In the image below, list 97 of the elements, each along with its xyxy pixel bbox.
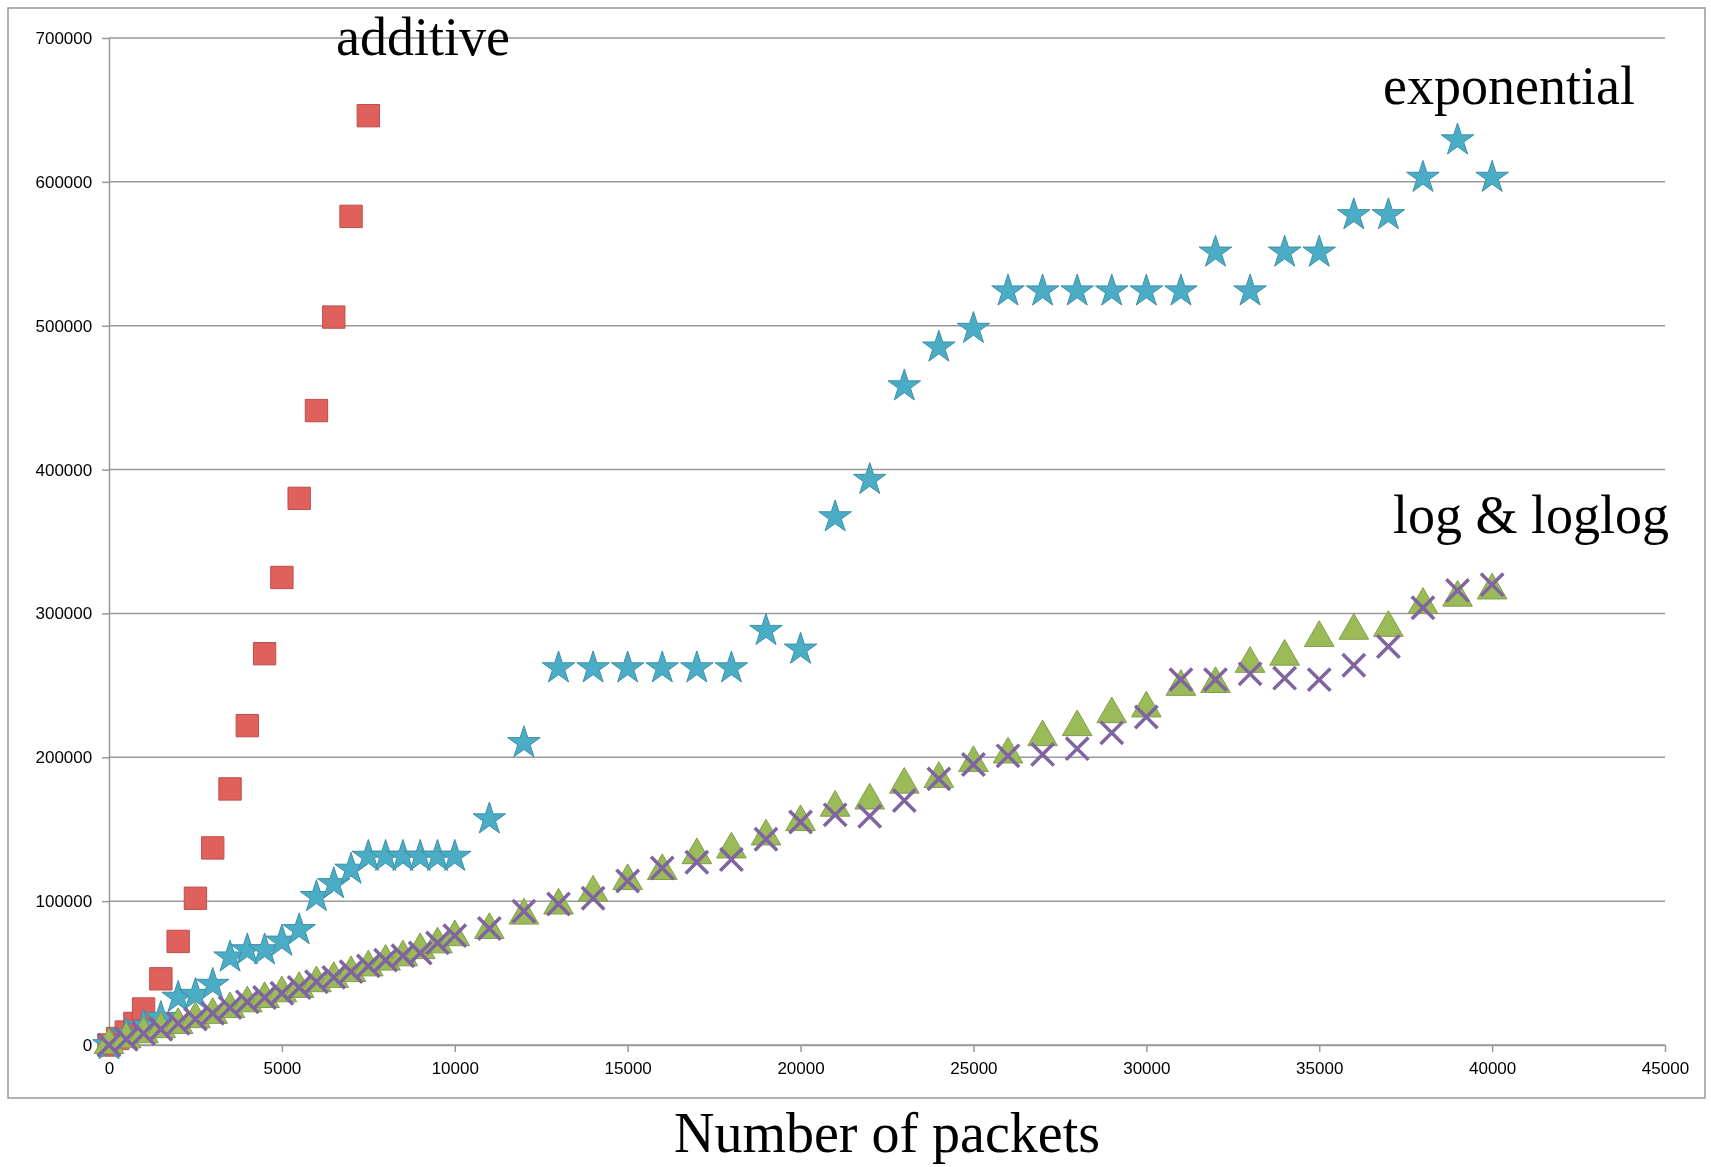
point	[1336, 197, 1371, 230]
point	[339, 204, 363, 229]
point	[149, 967, 173, 991]
point	[783, 631, 818, 664]
point	[195, 966, 230, 999]
point	[749, 613, 783, 646]
x-tick-label: 20000	[777, 1058, 825, 1078]
point	[1029, 741, 1056, 768]
point	[822, 801, 849, 828]
point	[610, 650, 645, 683]
point	[1475, 159, 1509, 192]
x-tick-label: 30000	[1123, 1058, 1171, 1078]
point	[645, 650, 680, 683]
point	[113, 1026, 140, 1053]
point	[472, 801, 507, 834]
x-tick-label: 40000	[1468, 1058, 1517, 1078]
point	[356, 104, 381, 128]
point	[183, 886, 208, 910]
point	[580, 885, 607, 912]
x-tick-label: 15000	[604, 1058, 652, 1078]
x-tick-label: 10000	[431, 1058, 479, 1078]
x-tick-label: 0	[104, 1058, 115, 1078]
point	[316, 866, 351, 899]
point	[576, 650, 610, 683]
point	[1094, 273, 1129, 306]
point	[1198, 234, 1233, 267]
point	[960, 751, 987, 778]
point	[991, 273, 1025, 306]
x-tick-label: 35000	[1296, 1058, 1344, 1078]
point	[1098, 719, 1125, 746]
y-tick-label: 0	[82, 1035, 93, 1055]
point	[334, 851, 368, 884]
point	[268, 980, 295, 1007]
point	[995, 742, 1021, 769]
point	[714, 650, 749, 683]
point	[182, 1006, 209, 1033]
point	[818, 499, 852, 532]
point	[1267, 234, 1302, 267]
point	[282, 912, 316, 945]
annotation: log & loglog	[1392, 485, 1670, 545]
point	[218, 777, 242, 801]
point	[1025, 273, 1060, 306]
point	[1064, 735, 1091, 762]
point	[1340, 652, 1367, 679]
point	[1306, 666, 1333, 693]
y-tick-label: 700000	[35, 28, 93, 48]
point	[252, 642, 277, 666]
point	[787, 809, 814, 835]
point	[1302, 234, 1337, 267]
point	[683, 849, 710, 876]
point	[201, 836, 225, 860]
point	[1371, 197, 1406, 230]
point	[922, 329, 956, 362]
point	[1133, 704, 1160, 730]
point	[1440, 122, 1475, 155]
point	[322, 305, 346, 329]
point	[147, 1016, 174, 1043]
point	[407, 939, 434, 966]
point	[437, 838, 472, 871]
y-tick-label: 500000	[35, 316, 93, 336]
y-tick-label: 200000	[35, 748, 93, 768]
point	[1060, 273, 1094, 306]
point	[1409, 594, 1436, 621]
point	[1233, 273, 1267, 306]
y-tick-label: 400000	[35, 460, 93, 480]
point	[956, 310, 991, 343]
point	[166, 929, 190, 954]
point	[1164, 273, 1198, 306]
point	[1129, 273, 1164, 306]
point	[270, 565, 294, 590]
point	[891, 787, 918, 814]
point	[1375, 633, 1402, 660]
annotation: additive	[336, 7, 510, 67]
annotation: exponential	[1383, 56, 1635, 116]
point	[680, 650, 714, 683]
x-tick-label: 45000	[1641, 1058, 1690, 1078]
y-tick-label: 100000	[35, 892, 93, 912]
point	[753, 826, 779, 853]
point	[287, 486, 311, 511]
y-tick-label: 300000	[35, 604, 93, 624]
point	[1406, 159, 1440, 192]
y-tick-label: 600000	[35, 172, 93, 192]
point	[852, 462, 887, 495]
x-tick-label: 5000	[263, 1058, 302, 1078]
point	[299, 879, 334, 912]
point	[887, 368, 922, 401]
x-axis-title: Number of packets	[673, 1102, 1101, 1164]
point	[304, 398, 329, 423]
point	[856, 803, 883, 830]
point	[507, 725, 541, 758]
x-tick-label: 25000	[950, 1058, 998, 1078]
point	[541, 650, 576, 683]
point	[1237, 660, 1264, 687]
point	[235, 713, 259, 738]
point	[1271, 665, 1298, 692]
point	[614, 868, 641, 894]
point	[718, 846, 745, 873]
